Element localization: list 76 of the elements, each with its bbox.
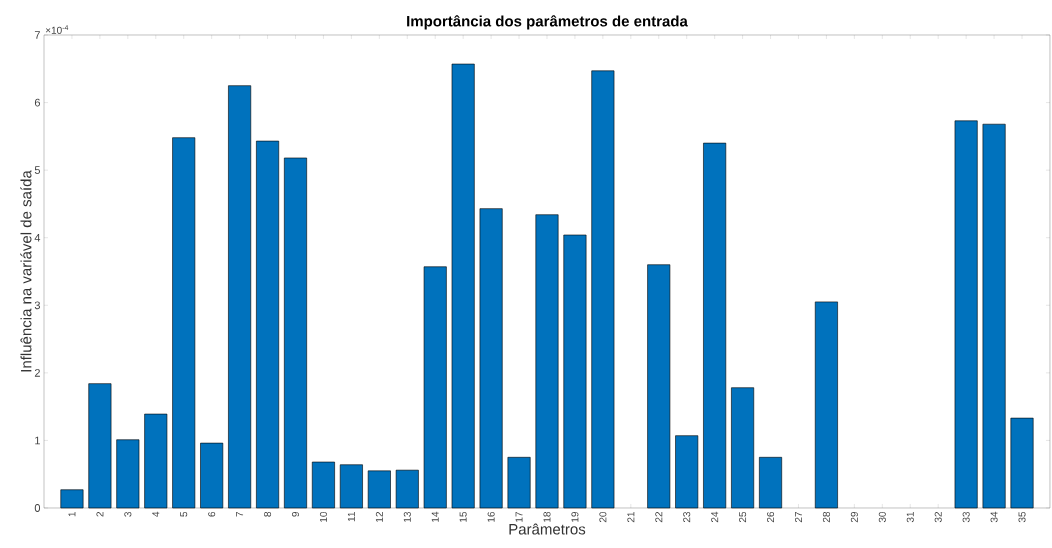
bar [814, 301, 838, 509]
x-tick-label: 32 [934, 512, 942, 523]
chart-title: Importância dos parâmetros de entrada [407, 15, 688, 30]
x-tick-label: 30 [878, 511, 886, 523]
x-tick-label: 8 [264, 511, 272, 517]
bar [395, 469, 419, 509]
x-tick-label: 1 [68, 512, 76, 517]
bar [507, 457, 531, 509]
x-tick-label: 5 [180, 511, 188, 517]
y-tick-label: 4 [34, 233, 41, 242]
bar [88, 383, 112, 509]
x-tick-label: 19 [571, 511, 579, 522]
bar [311, 461, 335, 509]
bar [535, 214, 559, 509]
bar [563, 234, 587, 509]
bar [200, 442, 224, 509]
bar [591, 70, 615, 509]
bar [367, 470, 391, 509]
x-tick-label: 22 [655, 512, 663, 523]
x-tick-label: 18 [543, 511, 551, 522]
x-tick-label: 16 [487, 511, 495, 522]
x-tick-label: 28 [822, 511, 830, 523]
x-tick-label: 26 [767, 511, 775, 523]
x-tick-label: 29 [850, 511, 858, 523]
bar [1010, 417, 1034, 509]
bar [284, 157, 307, 509]
x-tick-label: 14 [431, 511, 439, 522]
bar [479, 208, 503, 509]
bar [954, 120, 978, 509]
x-tick-label: 33 [962, 511, 970, 523]
x-tick-label: 20 [599, 511, 607, 523]
bar [647, 264, 671, 509]
y-tick-label: 3 [34, 301, 40, 310]
bar [731, 387, 755, 509]
x-tick-label: 11 [347, 512, 355, 522]
bar [675, 435, 699, 509]
bar [116, 439, 140, 509]
x-tick-label: 31 [906, 512, 914, 523]
y-tick-label: 1 [35, 436, 40, 445]
x-tick-label: 12 [375, 512, 383, 522]
x-tick-label: 15 [459, 511, 467, 522]
x-tick-label: 10 [319, 511, 327, 522]
bar [339, 464, 363, 509]
bar [228, 85, 252, 509]
bar [144, 413, 168, 509]
y-axis-title: Influência na variável de saída [20, 170, 32, 372]
x-tick-label: 4 [152, 511, 160, 517]
bar [451, 63, 475, 509]
y-tick-label: 7 [34, 31, 40, 39]
bar [759, 457, 783, 509]
x-tick-label: 34 [990, 511, 998, 523]
y-tick-label: 2 [34, 369, 40, 377]
y-tick-label: 5 [34, 166, 41, 174]
bar [982, 123, 1006, 509]
x-tick-label: 27 [794, 512, 802, 523]
x-tick-label: 35 [1018, 511, 1026, 523]
y-tick-label: 0 [34, 504, 41, 512]
bar [172, 137, 196, 509]
x-tick-label: 24 [711, 511, 719, 523]
x-tick-label: 2 [96, 512, 104, 517]
x-tick-label: 17 [515, 512, 523, 522]
x-tick-label: 6 [208, 511, 216, 517]
x-tick-label: 23 [683, 511, 691, 523]
x-tick-label: 9 [291, 511, 300, 517]
text: ×10$^{-4}$ [45, 25, 69, 34]
bar [60, 489, 84, 509]
bar [256, 140, 280, 509]
y-tick-label: 6 [34, 98, 40, 107]
x-axis-title: Parâmetros [509, 523, 586, 535]
x-tick-label: 3 [124, 511, 132, 517]
x-tick-label: 21 [627, 512, 635, 523]
x-tick-label: 7 [236, 512, 244, 517]
x-tick-label: 25 [739, 511, 747, 523]
x-tick-label: 13 [403, 511, 411, 522]
bar [423, 266, 447, 509]
bar [703, 142, 727, 509]
